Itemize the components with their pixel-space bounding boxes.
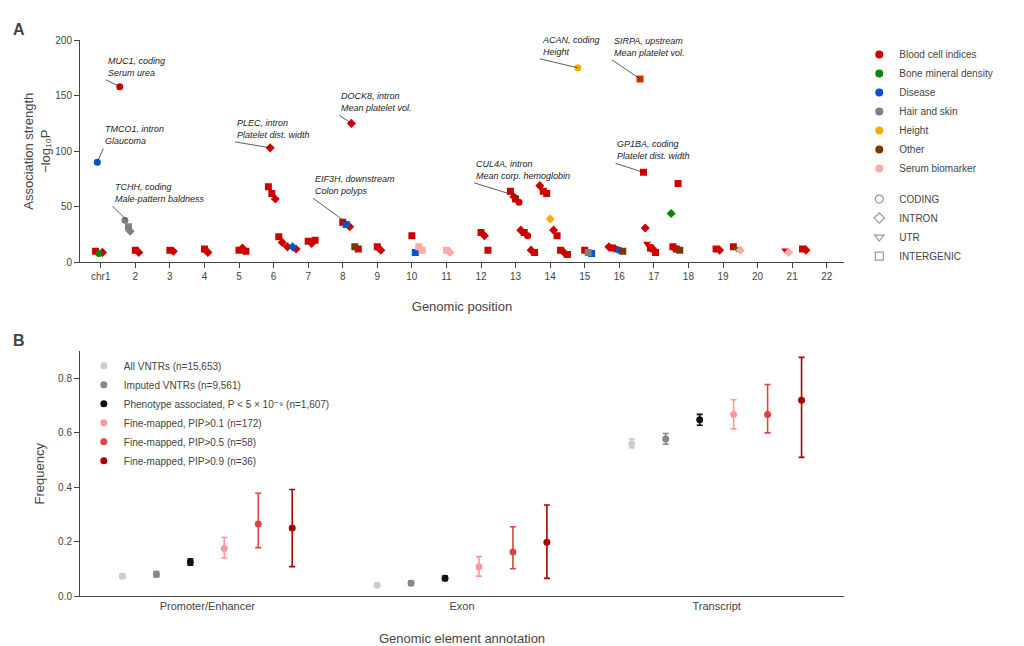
svg-text:20: 20 (752, 271, 764, 282)
svg-text:chr1: chr1 (91, 271, 111, 282)
svg-text:INTRON: INTRON (899, 213, 937, 224)
svg-text:Imputed VNTRs (n=9,561): Imputed VNTRs (n=9,561) (124, 380, 241, 391)
svg-text:13: 13 (510, 271, 522, 282)
svg-text:ACAN, codingHeight: ACAN, codingHeight (542, 35, 600, 57)
svg-text:SIRPA, upstreamMean platelet v: SIRPA, upstreamMean platelet vol. (614, 36, 685, 58)
svg-text:Height: Height (899, 125, 928, 136)
svg-text:0.2: 0.2 (58, 536, 72, 547)
svg-text:Transcript: Transcript (692, 600, 741, 612)
svg-text:Disease: Disease (899, 87, 936, 98)
svg-text:Fine-mapped, PIP>0.1 (n=172): Fine-mapped, PIP>0.1 (n=172) (124, 418, 262, 429)
svg-text:5: 5 (236, 271, 242, 282)
svg-text:0: 0 (66, 257, 72, 268)
svg-text:CODING: CODING (899, 194, 939, 205)
svg-text:18: 18 (683, 271, 695, 282)
svg-text:Hair and skin: Hair and skin (899, 106, 957, 117)
svg-text:7: 7 (305, 271, 311, 282)
svg-text:Serum biomarker: Serum biomarker (899, 163, 976, 174)
svg-text:8: 8 (340, 271, 346, 282)
svg-text:50: 50 (61, 201, 73, 212)
svg-text:14: 14 (545, 271, 557, 282)
svg-text:150: 150 (55, 90, 72, 101)
svg-text:Frequency: Frequency (32, 442, 47, 504)
svg-text:B: B (13, 332, 25, 349)
svg-text:Exon: Exon (449, 600, 474, 612)
svg-text:22: 22 (821, 271, 833, 282)
svg-text:GP1BA, codingPlatelet dist. wi: GP1BA, codingPlatelet dist. width (617, 139, 690, 161)
svg-text:10: 10 (406, 271, 418, 282)
svg-text:A: A (13, 21, 25, 38)
svg-text:0.4: 0.4 (58, 482, 72, 493)
svg-text:Genomic element annotation: Genomic element annotation (379, 631, 545, 646)
svg-text:4: 4 (202, 271, 208, 282)
svg-text:21: 21 (787, 271, 799, 282)
svg-text:0.6: 0.6 (58, 427, 72, 438)
svg-text:All VNTRs (n=15,653): All VNTRs (n=15,653) (124, 361, 222, 372)
svg-text:100: 100 (55, 146, 72, 157)
svg-text:Fine-mapped, PIP>0.5 (n=58): Fine-mapped, PIP>0.5 (n=58) (124, 437, 256, 448)
svg-text:UTR: UTR (899, 232, 920, 243)
svg-text:Association strength−log₁₀P: Association strength−log₁₀P (21, 93, 53, 210)
svg-text:Other: Other (899, 144, 925, 155)
svg-text:11: 11 (441, 271, 452, 282)
svg-text:Promoter/Enhancer: Promoter/Enhancer (160, 600, 256, 612)
svg-text:Bone mineral density: Bone mineral density (899, 68, 992, 79)
svg-text:Fine-mapped, PIP>0.9 (n=36): Fine-mapped, PIP>0.9 (n=36) (124, 456, 256, 467)
svg-text:200: 200 (55, 35, 72, 46)
svg-text:2: 2 (133, 271, 139, 282)
svg-text:Phenotype associated, P < 5 ×: Phenotype associated, P < 5 × 10⁻⁹ (n=1,… (124, 399, 329, 410)
svg-text:6: 6 (271, 271, 277, 282)
svg-text:DOCK8, intronMean platelet vol: DOCK8, intronMean platelet vol. (341, 91, 412, 113)
svg-text:EIF3H, downstreamColon polyps: EIF3H, downstreamColon polyps (315, 174, 395, 196)
svg-text:Blood cell indices: Blood cell indices (899, 49, 976, 60)
svg-text:TCHH, codingMale-pattern baldn: TCHH, codingMale-pattern baldness (115, 182, 205, 204)
svg-text:TMCO1, intronGlaucoma: TMCO1, intronGlaucoma (105, 124, 164, 146)
svg-text:9: 9 (375, 271, 381, 282)
svg-text:12: 12 (475, 271, 487, 282)
svg-text:PLEC, intronPlatelet dist. wid: PLEC, intronPlatelet dist. width (237, 118, 310, 140)
svg-text:3: 3 (167, 271, 173, 282)
svg-text:Genomic position: Genomic position (412, 299, 512, 314)
svg-text:19: 19 (717, 271, 729, 282)
svg-text:MUC1, codingSerum urea: MUC1, codingSerum urea (108, 56, 165, 78)
svg-text:15: 15 (579, 271, 591, 282)
svg-text:0.0: 0.0 (58, 591, 72, 602)
svg-text:INTERGENIC: INTERGENIC (899, 251, 961, 262)
svg-text:CUL4A, intronMean corp. hemogl: CUL4A, intronMean corp. hemoglobin (476, 159, 570, 181)
svg-text:17: 17 (648, 271, 660, 282)
svg-text:16: 16 (614, 271, 626, 282)
svg-text:0.8: 0.8 (58, 373, 72, 384)
